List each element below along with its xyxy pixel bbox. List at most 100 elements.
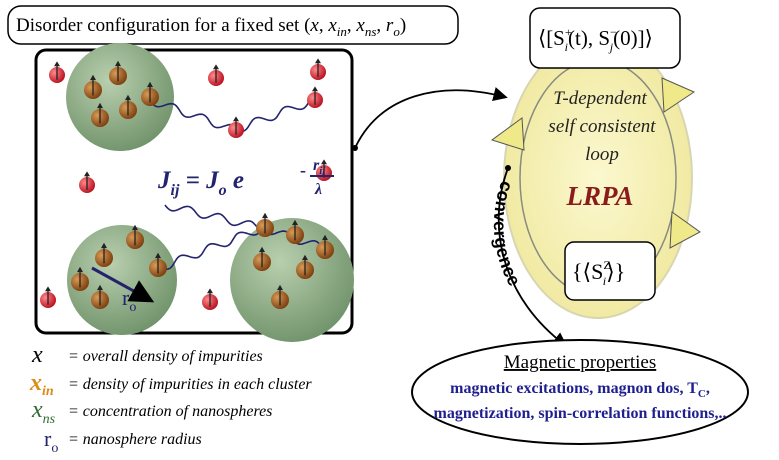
spin-arrow-head (54, 61, 60, 67)
sample-decoration (40, 43, 354, 342)
legend-desc: = overall density of impurities (68, 348, 263, 365)
spin-arrow-head (77, 266, 83, 273)
spin-arrow-head (259, 246, 265, 253)
formula-part: e (227, 167, 244, 194)
formula-part: r (313, 157, 320, 174)
output-ellipse (411, 339, 749, 445)
title-var: x (355, 15, 365, 36)
title-var: r (386, 15, 394, 36)
corr-part: (0)]⟩ (613, 26, 653, 50)
title-sub: in (337, 24, 347, 39)
spin-arrow-head (155, 252, 161, 259)
formula-den: λ (314, 181, 322, 198)
nanosphere (67, 225, 177, 335)
output-line: magnetization, spin-correlation function… (433, 405, 726, 422)
coupling-formula: Jij = Jo e (157, 167, 244, 199)
formula-sign: - (300, 160, 306, 180)
legend-desc: = density of impurities in each cluster (68, 376, 312, 393)
arrow-dot (352, 145, 358, 151)
flow-arrow (354, 87, 508, 149)
spin-arrow-head (277, 284, 283, 291)
radius-sym: r (122, 285, 130, 310)
exchange-wave (149, 99, 237, 129)
formula-sub: o (219, 182, 227, 199)
title-sep: , (347, 15, 357, 36)
formula-num: rij (313, 157, 326, 177)
title-sub: ns (365, 24, 377, 39)
spin-arrow-head (90, 74, 96, 81)
legend-symbol: xns (31, 397, 56, 427)
formula-sub: ij (319, 165, 326, 177)
loop-arrowhead (669, 211, 701, 249)
spin-arrow-head (315, 58, 321, 64)
method-label: LRPA (566, 181, 634, 211)
output-line: magnetic excitations, magnon dos, TC, (450, 380, 710, 400)
spin-arrow-head (322, 234, 328, 241)
output-sub: C (698, 388, 706, 400)
magnetization-box (564, 241, 656, 301)
spin-arrow-head (321, 159, 327, 165)
title-box (7, 5, 459, 45)
corr-sub: i (565, 40, 568, 54)
spin-arrow-head (101, 242, 107, 249)
spin-arrow-head (213, 64, 219, 70)
spin-arrow-head (132, 224, 138, 231)
magnetization: {⟨SZ i⟩} (572, 258, 625, 288)
legend-sub: o (51, 441, 58, 456)
legend-sym: x (29, 370, 42, 396)
correlator: ⟨[S+ i(t), S− j(0)]⟩ (538, 25, 653, 54)
corr-sub: j (608, 40, 614, 54)
title-sep: , (376, 15, 386, 36)
loop-text: T-dependent (553, 88, 647, 109)
spin-arrow-head (292, 219, 298, 226)
title-sep: ) (400, 15, 406, 36)
legend-desc: = nanosphere radius (68, 431, 202, 448)
arrow-dot (505, 165, 511, 171)
title-text: Disorder configuration for a fixed set ( (16, 15, 310, 36)
mag-part: ⟩} (606, 259, 625, 284)
loop-text: loop (585, 144, 619, 165)
corr-sup: + (565, 25, 572, 39)
mag-sup: Z (603, 258, 610, 272)
legend-sub: in (42, 384, 54, 399)
title-sep: , (319, 15, 329, 36)
corr-sup: − (610, 25, 617, 39)
output-title: Magnetic properties (504, 352, 656, 373)
title-var: x (309, 15, 319, 36)
loop-arrowhead (661, 77, 696, 113)
spin-arrow-head (262, 212, 268, 219)
legend: x = overall density of impurities xin = … (29, 342, 312, 456)
title: Disorder configuration for a fixed set (… (16, 15, 406, 39)
output-part: magnetic excitations, magnon dos, T (450, 380, 698, 397)
convergence-arrow (497, 167, 568, 347)
corr-part: ⟨[S (538, 26, 565, 50)
exchange-wave (234, 95, 315, 133)
spin-arrow-head (125, 94, 131, 101)
legend-sym: r (44, 426, 52, 451)
mag-part: {⟨S (572, 259, 603, 284)
loop-arrowhead (490, 117, 525, 151)
radius-label: ro (122, 285, 136, 315)
radius-arrow (91, 266, 155, 303)
spin-arrow-head (207, 288, 213, 294)
exchange-wave (164, 204, 262, 233)
formula-sub: ij (171, 182, 180, 199)
correlator-box (529, 7, 681, 69)
legend-symbol: ro (44, 426, 58, 456)
title-sub: o (393, 24, 400, 39)
spin-arrow-head (233, 116, 239, 122)
loop-text: self consistent (548, 116, 656, 137)
formula-part: = (179, 167, 206, 194)
spin-arrow-head (45, 286, 51, 292)
mag-sub: i (603, 274, 606, 288)
formula-part: J (157, 167, 172, 194)
radius-sub: o (129, 300, 136, 315)
output-part: , (706, 380, 710, 397)
legend-sym: x (31, 397, 43, 423)
legend-symbol: x (31, 342, 43, 368)
legend-symbol: xin (29, 370, 54, 399)
exchange-wave (159, 227, 263, 271)
nanosphere (66, 43, 174, 151)
